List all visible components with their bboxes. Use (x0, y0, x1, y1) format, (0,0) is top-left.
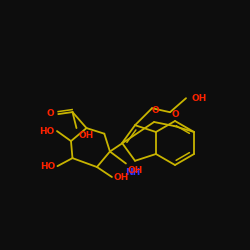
Text: O: O (171, 110, 179, 119)
Text: OH: OH (191, 94, 206, 103)
Text: OH: OH (78, 131, 94, 140)
Text: HO: HO (40, 162, 56, 170)
Text: NH: NH (126, 168, 141, 177)
Text: OH: OH (128, 166, 143, 174)
Text: HO: HO (40, 126, 55, 136)
Text: O: O (47, 108, 54, 118)
Text: OH: OH (114, 172, 129, 182)
Text: O: O (151, 106, 159, 115)
